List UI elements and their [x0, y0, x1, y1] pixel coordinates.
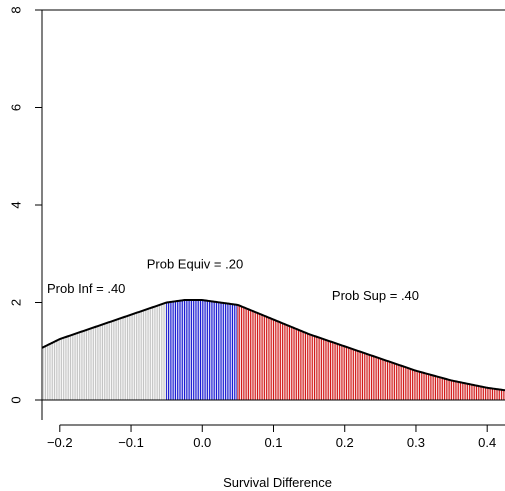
annotation-prob-inf: Prob Inf = .40: [47, 281, 125, 296]
y-tick-label: 0: [9, 396, 24, 403]
x-tick-label: 0.1: [264, 435, 282, 450]
x-tick-label: −0.2: [47, 435, 73, 450]
axes: 0 2 4 6 8 −0.2 −0.1 0.0 0.1 0.2 0.3 0.4: [9, 6, 505, 450]
annotation-prob-equiv: Prob Equiv = .20: [147, 256, 243, 271]
y-tick-label: 6: [9, 104, 24, 111]
x-tick-label: −0.1: [118, 435, 144, 450]
region-inferior: [41, 302, 168, 400]
density-curve: [41, 299, 505, 392]
annotations: Prob Inf = .40 Prob Equiv = .20 Prob Sup =…: [47, 256, 419, 303]
x-tick-label: 0.3: [407, 435, 425, 450]
x-tick-label: 0.2: [336, 435, 354, 450]
x-tick-label: 0.0: [193, 435, 211, 450]
y-tick-label: 2: [9, 299, 24, 306]
region-superior: [237, 304, 505, 400]
y-tick-label: 8: [9, 6, 24, 13]
annotation-prob-sup: Prob Sup = .40: [332, 288, 419, 303]
region-equivalent: [166, 300, 239, 400]
x-axis-title: Survival Difference: [223, 475, 332, 490]
x-tick-label: 0.4: [478, 435, 496, 450]
y-tick-label: 4: [9, 201, 24, 208]
probability-hatching: [41, 300, 505, 400]
